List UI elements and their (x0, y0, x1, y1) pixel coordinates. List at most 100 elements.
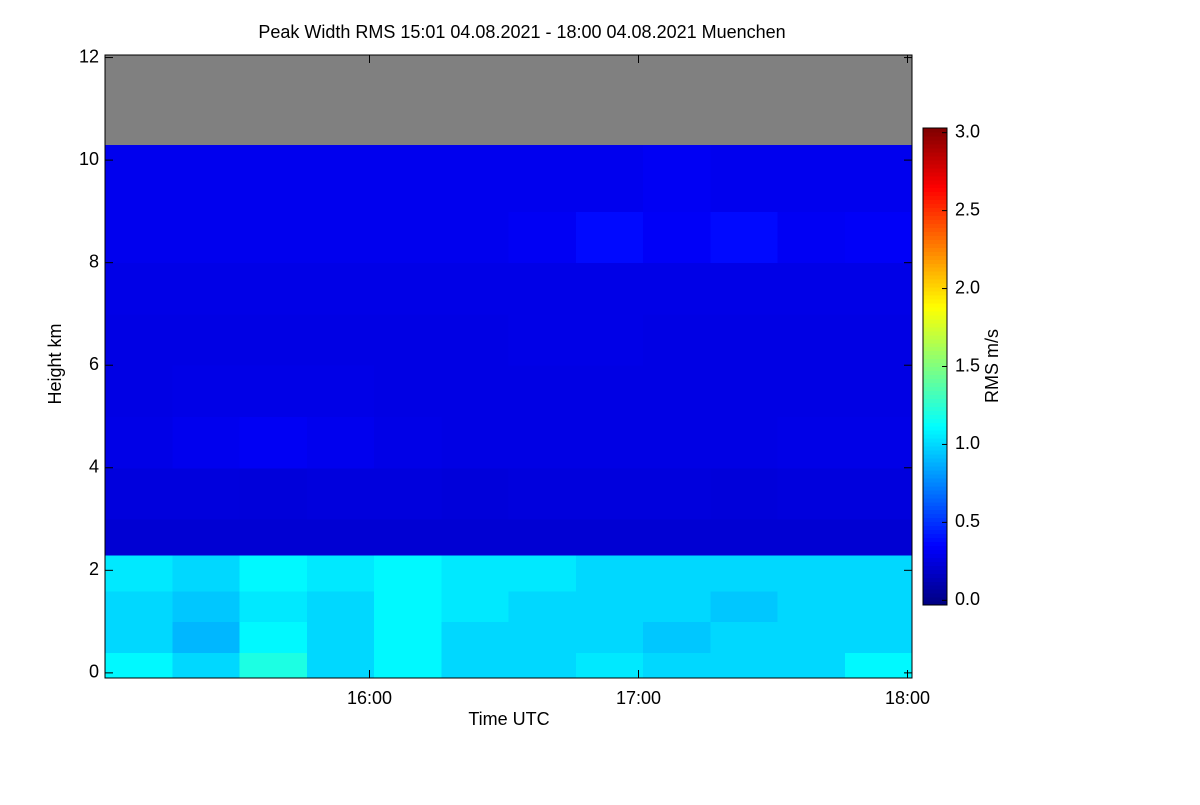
heatmap-cell (508, 590, 577, 623)
y-tick-label: 10 (79, 149, 99, 169)
colorbar-segment (923, 135, 947, 141)
colorbar-segment (923, 485, 947, 491)
colorbar-segment (923, 219, 947, 224)
heatmap-cell (306, 262, 375, 315)
heatmap-cell (374, 55, 442, 146)
heatmap-cell (777, 211, 846, 264)
colorbar-segment (923, 597, 947, 602)
heatmap-cell (777, 467, 846, 520)
colorbar-tick-label: 1.5 (955, 355, 980, 375)
colorbar-segment (923, 171, 947, 177)
heatmap-cell (306, 519, 375, 556)
heatmap-cell (441, 519, 509, 556)
heatmap-cell (643, 144, 711, 212)
colorbar-segment (923, 513, 947, 519)
colorbar-segment (923, 195, 947, 201)
heatmap-cell (172, 467, 240, 520)
y-tick-label: 2 (89, 559, 99, 579)
colorbar-segment (923, 310, 947, 316)
colorbar-segment (923, 302, 947, 308)
y-tick-label: 12 (79, 46, 99, 66)
heatmap-cell (441, 554, 509, 592)
colorbar-tick-label: 1.0 (955, 433, 980, 453)
colorbar-segment (923, 362, 947, 368)
heatmap-cell (172, 621, 240, 653)
heatmap-cell (643, 519, 711, 556)
colorbar-tick-label: 3.0 (955, 121, 980, 141)
heatmap-cell (306, 590, 375, 623)
heatmap-cell (306, 365, 375, 417)
colorbar-segment (923, 358, 947, 364)
heatmap-cell (575, 652, 644, 679)
heatmap-cell (508, 519, 577, 556)
heatmap-cell (710, 262, 778, 315)
colorbar-segment (923, 473, 947, 479)
colorbar-segment (923, 378, 947, 383)
colorbar-segment (923, 549, 947, 554)
heatmap-cell (441, 313, 509, 366)
heatmap-cell (710, 365, 778, 417)
heatmap-cell (508, 554, 577, 592)
heatmap-cell (710, 416, 778, 469)
heatmap-cell (508, 55, 577, 146)
heatmap-cell (844, 416, 913, 469)
colorbar-tick-label: 2.5 (955, 199, 980, 219)
heatmap-cell (777, 554, 846, 592)
heatmap-cell (844, 262, 913, 315)
colorbar-segment (923, 422, 947, 427)
colorbar-segment (923, 334, 947, 340)
heatmap-cell (105, 211, 173, 264)
heatmap-cell (239, 144, 308, 212)
heatmap-cell (105, 554, 173, 592)
x-axis-label: Time UTC (468, 709, 549, 729)
heatmap-cell (105, 416, 173, 469)
heatmap-cell (239, 554, 308, 592)
heatmap-cell (710, 144, 778, 212)
colorbar-segment (923, 406, 947, 411)
colorbar-segment (923, 442, 947, 447)
heatmap-cell (777, 144, 846, 212)
heatmap-cell (844, 313, 913, 366)
colorbar-segment (923, 501, 947, 507)
colorbar-segment (923, 275, 947, 280)
colorbar-segment (923, 589, 947, 594)
heatmap-cell (643, 365, 711, 417)
heatmap-cell (777, 590, 846, 623)
heatmap-cell (777, 416, 846, 469)
heatmap-cell (575, 590, 644, 623)
colorbar-segment (923, 390, 947, 395)
heatmap-cell (374, 365, 442, 417)
heatmap-cell (643, 55, 711, 146)
heatmap-cell (844, 590, 913, 623)
heatmap-cell (844, 554, 913, 592)
heatmap-cell (172, 365, 240, 417)
heatmap-cell (441, 144, 509, 212)
colorbar-segment (923, 175, 947, 181)
heatmap-cell (777, 652, 846, 679)
heatmap-cell (575, 365, 644, 417)
heatmap-cell (105, 652, 173, 679)
heatmap-cell (374, 467, 442, 520)
heatmap-cell (239, 211, 308, 264)
colorbar-segment (923, 151, 947, 157)
heatmap-cell (306, 621, 375, 653)
heatmap-cell (844, 652, 913, 679)
colorbar-segment (923, 569, 947, 574)
colorbar-label: RMS m/s (982, 329, 1002, 403)
colorbar-segment (923, 215, 947, 221)
colorbar-segment (923, 147, 947, 153)
y-tick-label: 0 (89, 662, 99, 682)
colorbar-segment (923, 418, 947, 423)
colorbar-segment (923, 553, 947, 558)
heatmap-cell (575, 144, 644, 212)
heatmap-cell (105, 590, 173, 623)
heatmap-cell (575, 313, 644, 366)
heatmap-cell (172, 144, 240, 212)
colorbar-segment (923, 370, 947, 376)
colorbar-segment (923, 318, 947, 324)
heatmap-cell (643, 590, 711, 623)
colorbar-segment (923, 163, 947, 169)
heatmap-cell (374, 313, 442, 366)
colorbar-segment (923, 155, 947, 161)
